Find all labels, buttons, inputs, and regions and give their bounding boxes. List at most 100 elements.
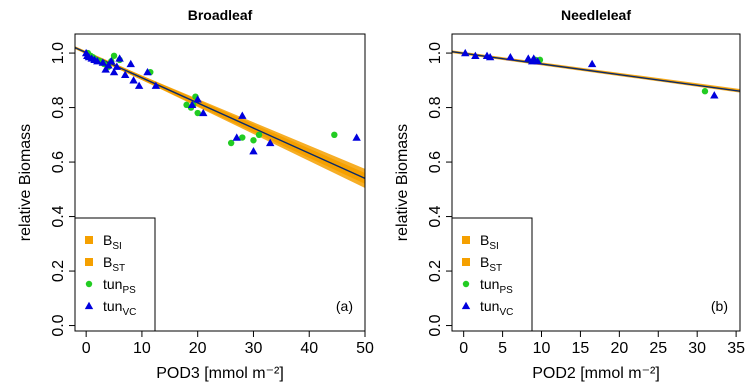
data-point-tun-vc (265, 138, 275, 147)
y-tick-label: 1.0 (50, 42, 67, 64)
x-tick-label: 15 (572, 340, 590, 357)
data-point-tun-ps (227, 139, 235, 147)
data-point-tun-vc (109, 67, 119, 76)
legend-label: tunVC (480, 298, 513, 318)
x-tick-label: 10 (533, 340, 551, 357)
y-tick-label: 0.6 (427, 151, 444, 173)
y-tick-label: 0.0 (50, 314, 67, 336)
data-point-tun-ps (255, 131, 263, 139)
plot-area (75, 46, 365, 188)
data-point-tun-ps (194, 109, 201, 117)
y-tick-label: 1.0 (427, 42, 444, 64)
legend-label: BST (480, 254, 502, 274)
x-tick-label: 20 (189, 340, 207, 357)
x-tick-label: 30 (688, 340, 706, 357)
data-point-tun-vc (112, 62, 122, 70)
x-tick-label: 25 (649, 340, 667, 357)
legend-box (451, 217, 533, 332)
data-point-tun-ps (110, 52, 118, 59)
panel-broadleaf: 0 10 20 30 40 50 0.0 0.2 0.4 0.6 0.8 1.0 Broadleaf PO… (17, 7, 374, 382)
x-tick-label: 35 (727, 340, 745, 357)
regression-line (452, 51, 740, 92)
y-tick-label: 0.4 (50, 205, 67, 227)
x-axis-label: POD2 [mmol m⁻²] (532, 365, 660, 382)
legend-label: BSI (103, 232, 122, 252)
legend-swatch-tun-vc (84, 301, 94, 310)
y-tick-label: 0.2 (427, 260, 444, 282)
chart-title: Broadleaf (188, 7, 253, 23)
data-point-tun-ps (701, 88, 709, 95)
legend-swatch-st (85, 258, 93, 266)
data-point-tun-vc (238, 111, 247, 119)
chart-title: Needleleaf (561, 7, 631, 23)
data-point-tun-vc (485, 52, 495, 61)
regression-line (75, 46, 365, 180)
data-point-tun-ps (331, 131, 338, 139)
data-point-tun-vc (107, 57, 116, 65)
data-point-tun-vc (104, 61, 113, 69)
legend-swatch-tun-ps (85, 280, 93, 288)
y-tick-label: 0.4 (427, 205, 444, 227)
data-point-tun-vc (471, 51, 480, 59)
legend-label: BSI (480, 232, 499, 252)
data-point-tun-vc (710, 91, 719, 99)
data-point-tun-vc (151, 81, 161, 89)
y-tick-label: 0.8 (427, 96, 444, 118)
data-point-tun-vc (126, 59, 135, 68)
data-point-tun-vc (524, 54, 533, 62)
y-axis-label: relative Biomass (394, 124, 411, 241)
legend-swatch-tun-vc (461, 301, 471, 310)
legend-swatch-tun-ps (462, 280, 470, 288)
data-point-tun-vc (134, 81, 144, 89)
plot-area (452, 48, 740, 99)
data-point-tun-vc (199, 108, 208, 117)
y-tick-label: 0.6 (50, 151, 67, 173)
y-tick-label: 0.2 (50, 260, 67, 282)
legend-box (74, 217, 156, 332)
data-point-tun-vc (120, 70, 130, 79)
legend-label: tunVC (103, 298, 136, 318)
panel-label: (a) (336, 298, 353, 314)
x-tick-label: 50 (356, 340, 374, 357)
data-point-tun-vc (587, 59, 597, 68)
panel-label: (b) (711, 298, 728, 314)
legend-swatch-si (85, 236, 93, 244)
legend-label: BST (103, 254, 125, 274)
legend-label: tunPS (103, 276, 136, 296)
data-point-tun-ps (250, 137, 257, 144)
data-point-tun-ps (239, 134, 246, 141)
legend-swatch-si (462, 236, 470, 244)
data-point-tun-vc (115, 54, 124, 62)
x-tick-label: 30 (245, 340, 263, 357)
panel-needleleaf: 0 5 10 15 20 25 30 35 0.0 0.2 0.4 0.6 0.8 1.0 Needlele… (394, 7, 745, 382)
x-tick-label: 10 (133, 340, 151, 357)
x-tick-label: 40 (300, 340, 318, 357)
y-tick-label: 0.8 (50, 96, 67, 118)
data-point-tun-vc (506, 52, 515, 61)
data-point-tun-vc (98, 58, 108, 66)
plot-frame (451, 33, 741, 332)
data-point-tun-vc (129, 76, 138, 84)
data-point-tun-vc (193, 95, 202, 103)
data-point-tun-vc (249, 146, 258, 155)
legend-label: tunPS (480, 276, 513, 296)
data-point-tun-vc (143, 67, 152, 76)
legend-swatch-st (462, 258, 470, 266)
x-axis-label: POD3 [mmol m⁻²] (156, 365, 284, 382)
data-point-tun-vc (93, 57, 102, 65)
data-point-tun-vc (352, 133, 361, 141)
data-point-tun-vc (529, 54, 538, 62)
data-point-tun-vc (232, 133, 241, 141)
plot-frame (74, 33, 366, 332)
data-point-tun-vc (187, 100, 197, 108)
data-point-tun-vc (533, 57, 542, 65)
x-tick-label: 20 (610, 340, 628, 357)
x-tick-label: 5 (498, 340, 507, 357)
data-point-tun-vc (101, 65, 110, 73)
y-tick-label: 0.0 (427, 314, 444, 336)
y-axis-label: relative Biomass (17, 124, 34, 241)
x-tick-label: 0 (459, 340, 468, 357)
x-tick-label: 0 (82, 340, 91, 357)
